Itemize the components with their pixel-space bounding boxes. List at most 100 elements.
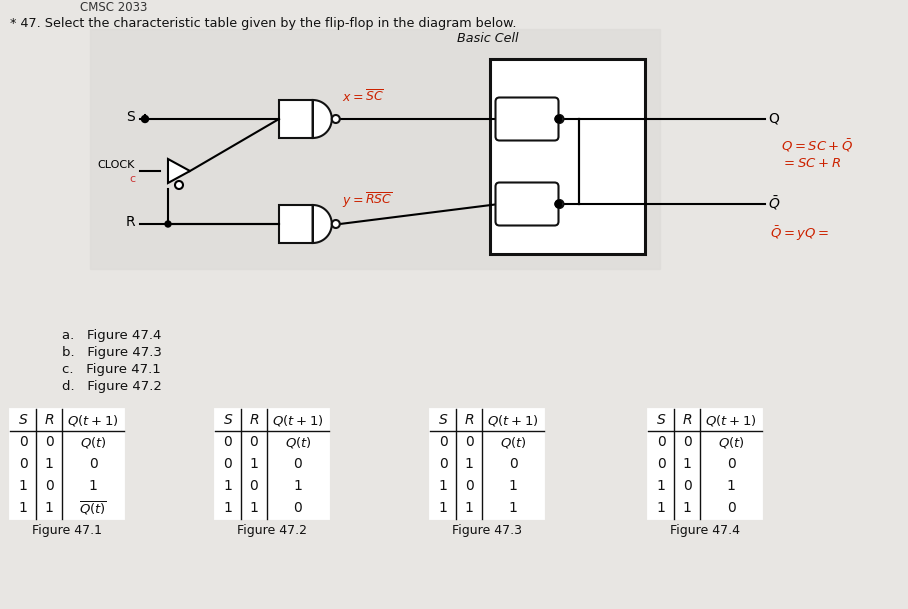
Text: 1: 1: [656, 479, 666, 493]
Circle shape: [556, 115, 564, 123]
Text: d.   Figure 47.2: d. Figure 47.2: [62, 380, 162, 393]
Text: 1: 1: [18, 501, 27, 515]
Text: 0: 0: [656, 457, 666, 471]
Text: 1: 1: [683, 457, 691, 471]
Text: * 47. Select the characteristic table given by the flip-flop in the diagram belo: * 47. Select the characteristic table gi…: [10, 17, 517, 30]
Text: b.   Figure 47.3: b. Figure 47.3: [62, 346, 162, 359]
Text: $Q(t+1)$: $Q(t+1)$: [272, 412, 324, 428]
Text: $x=\overline{SC}$: $x=\overline{SC}$: [341, 89, 383, 105]
Text: CLOCK: CLOCK: [98, 160, 135, 170]
Text: $Q(t)$: $Q(t)$: [717, 434, 745, 449]
Circle shape: [555, 200, 562, 208]
Text: 0: 0: [439, 457, 448, 471]
Text: 1: 1: [508, 501, 518, 515]
Text: 0: 0: [89, 457, 97, 471]
Bar: [648, 409, 762, 519]
Text: 0: 0: [293, 457, 302, 471]
Text: $\overline{Q(t)}$: $\overline{Q(t)}$: [79, 499, 107, 516]
Text: S: S: [126, 110, 135, 124]
Text: 1: 1: [18, 479, 27, 493]
FancyBboxPatch shape: [496, 183, 558, 225]
Text: 0: 0: [726, 457, 735, 471]
Text: a.   Figure 47.4: a. Figure 47.4: [62, 329, 162, 342]
Text: 1: 1: [465, 457, 473, 471]
Text: $y=\overline{RSC}$: $y=\overline{RSC}$: [341, 191, 392, 210]
PathPatch shape: [279, 100, 331, 138]
Text: R: R: [125, 215, 135, 229]
Text: $S$: $S$: [656, 413, 666, 427]
Text: 0: 0: [683, 435, 691, 449]
Text: $Q(t+1)$: $Q(t+1)$: [67, 412, 119, 428]
Circle shape: [331, 115, 340, 123]
Text: CMSC 2033: CMSC 2033: [80, 1, 147, 14]
Text: 1: 1: [726, 479, 735, 493]
Circle shape: [555, 116, 562, 122]
Text: $S$: $S$: [222, 413, 233, 427]
Text: 1: 1: [89, 479, 97, 493]
Text: $R$: $R$: [249, 413, 259, 427]
Text: $R$: $R$: [44, 413, 54, 427]
Text: 0: 0: [293, 501, 302, 515]
Circle shape: [165, 221, 171, 227]
Text: 1: 1: [656, 501, 666, 515]
Text: $Q(t+1)$: $Q(t+1)$: [706, 412, 756, 428]
Text: 1: 1: [223, 479, 232, 493]
Text: $\bar{Q}=yQ=$: $\bar{Q}=yQ=$: [770, 224, 829, 242]
Circle shape: [556, 200, 564, 208]
Text: $R$: $R$: [464, 413, 474, 427]
Text: 0: 0: [44, 435, 54, 449]
Text: $S$: $S$: [438, 413, 449, 427]
FancyBboxPatch shape: [496, 97, 558, 141]
Text: 1: 1: [439, 501, 448, 515]
Text: 0: 0: [726, 501, 735, 515]
Text: $Q(t)$: $Q(t)$: [80, 434, 106, 449]
Text: Figure 47.2: Figure 47.2: [237, 524, 307, 537]
Text: c: c: [129, 174, 135, 184]
PathPatch shape: [279, 205, 331, 243]
Text: 1: 1: [250, 501, 259, 515]
Text: Figure 47.1: Figure 47.1: [32, 524, 102, 537]
Text: $\bar{Q}$: $\bar{Q}$: [768, 194, 780, 212]
Text: Figure 47.4: Figure 47.4: [670, 524, 740, 537]
Text: 0: 0: [19, 435, 27, 449]
Text: $R$: $R$: [682, 413, 692, 427]
Text: 0: 0: [656, 435, 666, 449]
Text: 0: 0: [683, 479, 691, 493]
Polygon shape: [168, 159, 190, 183]
Text: 0: 0: [250, 435, 259, 449]
Text: 0: 0: [465, 435, 473, 449]
Text: 1: 1: [44, 457, 54, 471]
Text: 0: 0: [44, 479, 54, 493]
Text: c.   Figure 47.1: c. Figure 47.1: [62, 363, 161, 376]
Bar: [10, 409, 124, 519]
Text: 1: 1: [465, 501, 473, 515]
Text: 1: 1: [250, 457, 259, 471]
Bar: [430, 409, 544, 519]
Text: $=SC+R$: $=SC+R$: [781, 157, 841, 170]
Text: $Q(t+1)$: $Q(t+1)$: [488, 412, 538, 428]
Text: 1: 1: [293, 479, 302, 493]
Text: 0: 0: [250, 479, 259, 493]
Circle shape: [142, 116, 149, 122]
Circle shape: [331, 220, 340, 228]
Text: 1: 1: [439, 479, 448, 493]
Text: 0: 0: [439, 435, 448, 449]
Text: Basic Cell: Basic Cell: [458, 32, 518, 45]
Text: $Q(t)$: $Q(t)$: [284, 434, 311, 449]
Text: 1: 1: [508, 479, 518, 493]
Text: $Q(t)$: $Q(t)$: [499, 434, 527, 449]
Text: 1: 1: [223, 501, 232, 515]
Text: 0: 0: [508, 457, 518, 471]
Text: 0: 0: [465, 479, 473, 493]
Text: Figure 47.3: Figure 47.3: [452, 524, 522, 537]
Text: 1: 1: [683, 501, 691, 515]
Bar: [90, 29, 660, 269]
Bar: [490, 59, 645, 254]
Text: 0: 0: [223, 435, 232, 449]
Text: $Q=SC+\bar{Q}$: $Q=SC+\bar{Q}$: [781, 137, 854, 153]
Text: 0: 0: [223, 457, 232, 471]
Text: 0: 0: [19, 457, 27, 471]
Circle shape: [175, 181, 183, 189]
Text: 1: 1: [44, 501, 54, 515]
Bar: [215, 409, 329, 519]
